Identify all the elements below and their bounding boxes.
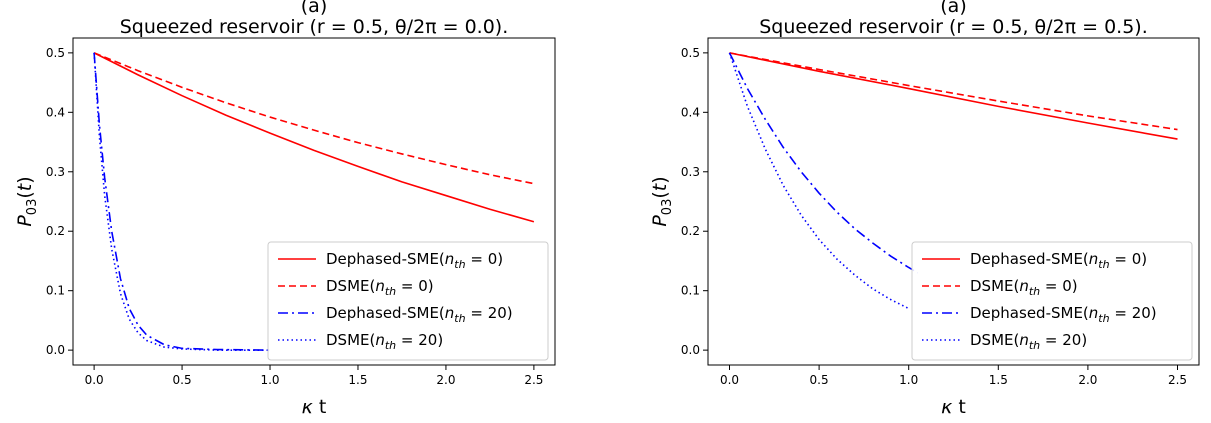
x-axis-label: κ t	[941, 396, 966, 418]
y-tick-label: 0.1	[681, 284, 700, 298]
x-tick-label: 0.5	[810, 373, 829, 387]
legend-label-2: DSME(nth = 0)	[326, 277, 434, 298]
y-tick-label: 0.1	[46, 284, 65, 298]
series-line-2	[93, 52, 535, 185]
x-tick-label: 0.0	[85, 373, 104, 387]
y-tick-label: 0.2	[46, 224, 65, 238]
chart-title: Squeezed reservoir (r = 0.5, θ/2π = 0.5)…	[759, 16, 1148, 38]
series-line-3	[93, 52, 271, 351]
x-tick-label: 2.5	[524, 373, 543, 387]
series-line-1	[93, 52, 535, 223]
x-tick-label: 2.5	[1168, 373, 1187, 387]
y-tick-label: 0.4	[46, 105, 65, 119]
y-axis-label: P03(t)	[14, 176, 40, 226]
legend: Dephased-SME(nth = 0) DSME(nth = 0) Dephas…	[267, 241, 549, 361]
x-axis-label: κ t	[302, 396, 327, 418]
legend-label-3: Dephased-SME(nth = 20)	[970, 304, 1157, 325]
series-line-4	[93, 52, 271, 351]
x-tick-label: 1.5	[989, 373, 1008, 387]
chart-panel-2: (a)Squeezed reservoir (r = 0.5, θ/2π = 0…	[649, 0, 1200, 418]
y-axis-label: P03(t)	[649, 176, 675, 226]
legend-label-3: Dephased-SME(nth = 20)	[326, 304, 513, 325]
x-tick-label: 1.5	[348, 373, 367, 387]
y-tick-label: 0.3	[46, 165, 65, 179]
y-tick-label: 0.0	[46, 343, 65, 357]
chart-title: Squeezed reservoir (r = 0.5, θ/2π = 0.0)…	[120, 16, 509, 38]
legend-label-4: DSME(nth = 20)	[326, 331, 443, 352]
axes-frame	[72, 37, 556, 366]
panel-label: (a)	[940, 0, 966, 17]
y-tick-label: 0.4	[681, 105, 700, 119]
axes-frame	[707, 37, 1200, 366]
series-line-2	[729, 52, 1178, 131]
y-tick-label: 0.3	[681, 165, 700, 179]
legend-label-4: DSME(nth = 20)	[970, 331, 1087, 352]
chart-panel-1: (a)Squeezed reservoir (r = 0.5, θ/2π = 0…	[14, 0, 556, 418]
x-tick-label: 1.0	[899, 373, 918, 387]
legend-label-1: Dephased-SME(nth = 0)	[970, 250, 1147, 271]
x-tick-label: 2.0	[1078, 373, 1097, 387]
x-tick-label: 2.0	[436, 373, 455, 387]
series-group	[93, 52, 535, 351]
y-tick-label: 0.5	[46, 46, 65, 60]
legend-label-2: DSME(nth = 0)	[970, 277, 1078, 298]
legend-box	[267, 241, 549, 361]
y-tick-label: 0.2	[681, 224, 700, 238]
series-line-3	[728, 52, 919, 274]
legend-label-1: Dephased-SME(nth = 0)	[326, 250, 503, 271]
series-group	[728, 52, 1178, 310]
series-line-4	[728, 52, 910, 310]
x-tick-label: 0.5	[173, 373, 192, 387]
series-line-1	[729, 52, 1178, 140]
panel-label: (a)	[301, 0, 327, 17]
y-tick-label: 0.5	[681, 46, 700, 60]
x-tick-label: 1.0	[260, 373, 279, 387]
legend: Dephased-SME(nth = 0) DSME(nth = 0) Dephas…	[911, 241, 1193, 361]
legend-box	[911, 241, 1193, 361]
y-tick-label: 0.0	[681, 343, 700, 357]
x-tick-label: 0.0	[720, 373, 739, 387]
